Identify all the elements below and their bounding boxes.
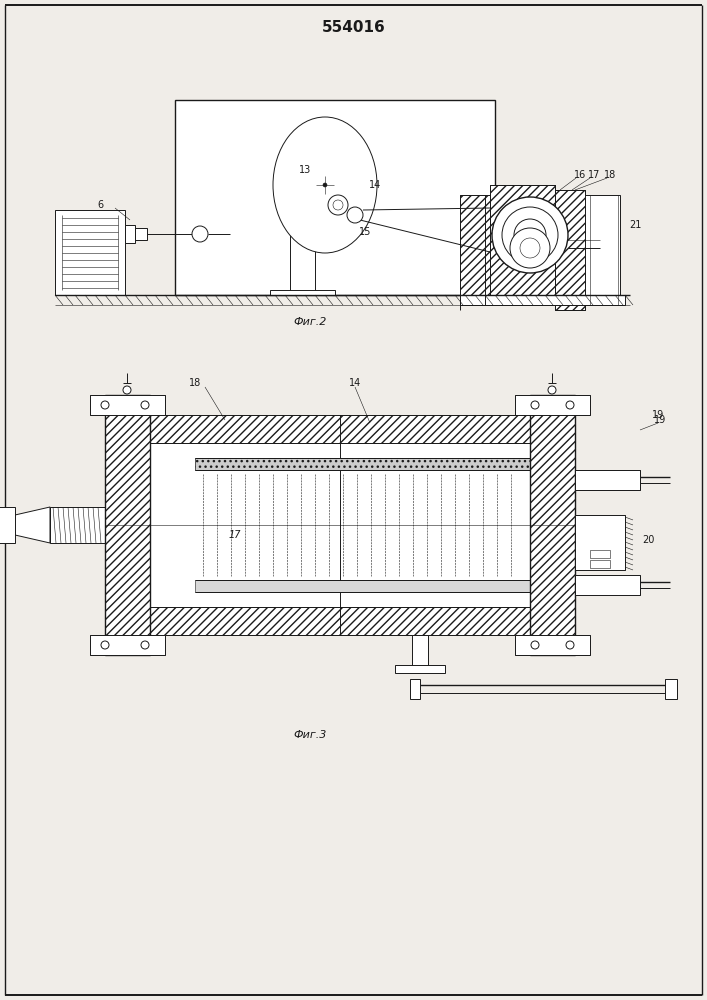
Bar [135,228,147,240]
Circle shape [141,641,149,649]
Circle shape [123,386,131,394]
Bar [530,395,575,655]
Bar [590,550,610,558]
Bar [460,295,625,305]
Bar [590,560,610,568]
Bar [195,458,530,470]
Text: 18: 18 [189,378,201,388]
Bar [150,415,530,443]
Bar [395,665,445,673]
Text: Фиг.3: Фиг.3 [293,730,327,740]
Bar [515,395,590,415]
Bar [90,395,165,415]
Circle shape [101,641,109,649]
Circle shape [333,200,343,210]
Circle shape [566,641,574,649]
Circle shape [323,183,327,187]
Polygon shape [15,507,50,543]
Bar [665,679,677,699]
Bar [575,470,640,490]
Text: 14: 14 [369,180,381,190]
Bar [150,607,530,635]
Bar [575,515,625,570]
Text: 14: 14 [349,378,361,388]
Bar [530,395,575,655]
Bar [150,607,530,635]
Bar [50,507,105,543]
Bar [410,679,420,699]
Bar [460,195,490,295]
Bar [515,635,590,655]
Circle shape [520,238,540,258]
Circle shape [514,219,546,251]
Text: 20: 20 [642,535,654,545]
Bar [270,290,335,295]
Bar [90,635,165,655]
Text: 17: 17 [229,530,241,540]
Bar [555,190,585,310]
Bar [125,225,135,243]
Circle shape [548,386,556,394]
Circle shape [328,195,348,215]
Bar [150,415,530,443]
Bar [195,580,530,592]
Bar [0,507,15,543]
Text: 16: 16 [574,170,586,180]
Bar [555,190,585,310]
Bar [90,395,165,415]
Text: 19: 19 [654,415,666,425]
Bar [290,190,315,295]
Text: 18: 18 [604,170,616,180]
Circle shape [347,207,363,223]
Circle shape [192,226,208,242]
Bar [195,458,530,470]
Circle shape [566,401,574,409]
Bar [585,195,620,305]
Text: 6: 6 [97,200,103,210]
Bar [515,395,590,415]
Bar [55,210,125,295]
Bar [105,395,150,655]
Bar [175,100,495,295]
Circle shape [531,641,539,649]
Bar [105,395,150,655]
Bar [90,635,165,655]
Bar [555,190,585,310]
Bar [490,185,555,305]
Text: 13: 13 [299,165,311,175]
Ellipse shape [273,117,377,253]
Text: Фиг.2: Фиг.2 [293,317,327,327]
Text: 554016: 554016 [322,20,386,35]
Bar [460,195,490,295]
Bar [575,575,640,595]
Text: 17: 17 [588,170,600,180]
Circle shape [510,228,550,268]
Circle shape [531,401,539,409]
Circle shape [101,401,109,409]
Text: 15: 15 [359,227,371,237]
Bar [150,443,530,607]
Bar [412,635,428,670]
Circle shape [502,207,558,263]
Circle shape [141,401,149,409]
Bar [490,185,555,305]
Text: 19: 19 [652,410,664,420]
Bar [515,635,590,655]
Text: 21: 21 [629,220,641,230]
Circle shape [492,197,568,273]
